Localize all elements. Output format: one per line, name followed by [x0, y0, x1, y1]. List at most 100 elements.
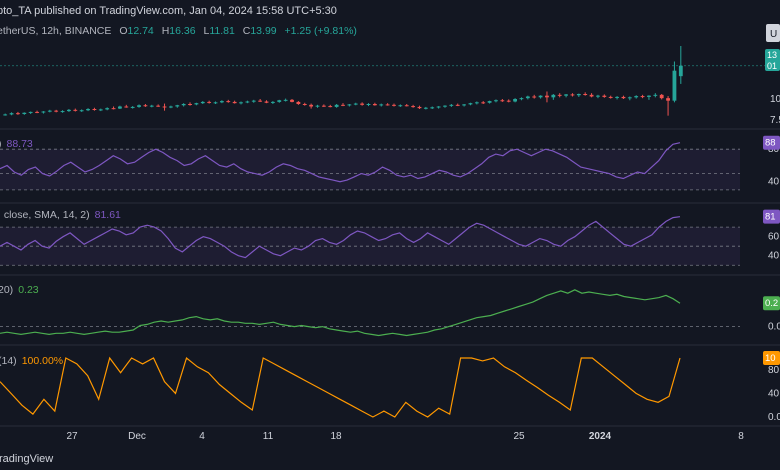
low-label: L — [203, 25, 209, 37]
candle-body — [111, 108, 116, 110]
time-tick-label: 25 — [513, 431, 525, 442]
aroon-legend-label: (14) — [0, 355, 17, 367]
candle-body — [47, 110, 52, 112]
candle-body — [79, 110, 84, 112]
candle-body — [213, 102, 218, 104]
aroon-tick-label: 80 — [768, 365, 780, 376]
time-tick-label: Dec — [128, 431, 146, 442]
candle-body — [570, 94, 575, 96]
candle-body — [328, 106, 333, 108]
candle-body — [653, 94, 658, 96]
candle-body — [596, 95, 600, 97]
candle-body — [207, 101, 212, 103]
candle-body — [302, 104, 307, 105]
candle-body — [615, 96, 619, 98]
candle-body — [621, 96, 626, 99]
candle-body — [9, 113, 14, 115]
open-label: O — [119, 25, 127, 37]
candle-body — [296, 101, 301, 104]
candle-body — [264, 101, 269, 103]
time-tick-label: 18 — [330, 431, 342, 442]
candle-body — [519, 98, 524, 100]
candle-body — [353, 103, 358, 105]
candle-body — [500, 100, 505, 102]
candle-body — [589, 94, 594, 97]
aroon-legend: (14) 100.00% — [0, 355, 63, 367]
candle-body — [525, 96, 530, 99]
candle-body — [16, 113, 20, 115]
candle-body — [366, 104, 371, 105]
candle-body — [487, 101, 492, 103]
aroon-tick-label: 40 — [768, 388, 780, 399]
candle-body — [532, 96, 537, 98]
candle-body — [118, 106, 122, 109]
candle-body — [436, 106, 441, 108]
candle-body — [219, 101, 224, 103]
rsi-pane[interactable]: 80 40 88 — [0, 135, 780, 191]
candle-body — [124, 106, 129, 108]
cmf-legend-value: 0.23 — [18, 284, 39, 296]
candle-body — [277, 100, 282, 102]
candle-body — [67, 109, 71, 112]
candle-body — [443, 105, 447, 107]
candle-body — [283, 99, 288, 101]
candle-body — [54, 110, 59, 112]
aroon-value-tag-label: 10 — [765, 353, 776, 364]
candle-body — [92, 109, 97, 110]
close-value: 13.99 — [250, 25, 276, 37]
candle-body — [41, 111, 46, 113]
candle-body — [149, 105, 154, 107]
price-tag-label: 13 — [767, 50, 777, 60]
candle-body — [309, 104, 314, 107]
stoch-rsi-pane[interactable]: 60 40 81 — [0, 209, 780, 266]
change-value: +1.25 (+9.81%) — [285, 25, 357, 37]
time-tick-label: 2024 — [589, 431, 612, 442]
candle-body — [22, 112, 27, 114]
candle-body — [608, 96, 613, 98]
cmf-tick-label: 0.0 — [768, 322, 780, 333]
cmf-pane[interactable]: 0.20.00.2 — [0, 289, 780, 337]
symbol-name: etherUS, 12h, BINANCE — [0, 25, 111, 37]
aroon-tick-label: 0.0 — [768, 412, 780, 423]
price-tick-label: 10 — [770, 94, 780, 105]
aroon-pane[interactable]: 80 40 0.0 10 — [0, 350, 780, 423]
aroon-series-line — [0, 356, 681, 418]
rsi-tick-label: 80 — [768, 144, 780, 155]
candle-body — [474, 102, 479, 104]
tradingview-logo[interactable]: radingView — [0, 453, 53, 465]
time-tick-label: 4 — [199, 431, 205, 442]
candle-body — [181, 104, 186, 106]
candle-body — [576, 94, 581, 96]
candle-body — [462, 104, 467, 106]
candle-body — [194, 103, 199, 105]
symbol-legend: etherUS, 12h, BINANCE O12.74 H16.36 L11.… — [0, 25, 357, 37]
stoch-value-tag-label: 81 — [765, 212, 776, 223]
candle-body — [245, 101, 250, 103]
stoch-legend-label: , close, SMA, 14, 2) — [0, 209, 90, 221]
stoch-tick-label: 40 — [768, 251, 780, 262]
candle-body — [468, 103, 473, 105]
rsi-legend: ) 88.73 — [0, 138, 33, 150]
candle-body — [494, 100, 498, 102]
time-axis[interactable]: 27 Dec 4 11 18 25 2024 8 — [0, 128, 780, 442]
candle-body — [258, 100, 263, 102]
candle-body — [175, 105, 180, 107]
candle-body — [105, 108, 110, 110]
candle-body — [557, 94, 562, 96]
candle-body — [162, 106, 167, 108]
candle-body — [678, 65, 683, 77]
rsi-tick-label: 40 — [768, 177, 780, 188]
candle-body — [647, 95, 651, 97]
candle-body — [672, 70, 677, 101]
last-price-tag — [765, 49, 780, 71]
low-value: 11.81 — [209, 25, 235, 37]
candle-body — [513, 99, 518, 102]
candle-body — [634, 96, 639, 98]
price-tick-label: 7.5 — [770, 115, 780, 126]
published-caption: pto_TA published on TradingView.com, Jan… — [0, 5, 337, 17]
candle-body — [270, 101, 275, 103]
candle-body — [640, 96, 645, 98]
candle-body — [481, 102, 486, 104]
